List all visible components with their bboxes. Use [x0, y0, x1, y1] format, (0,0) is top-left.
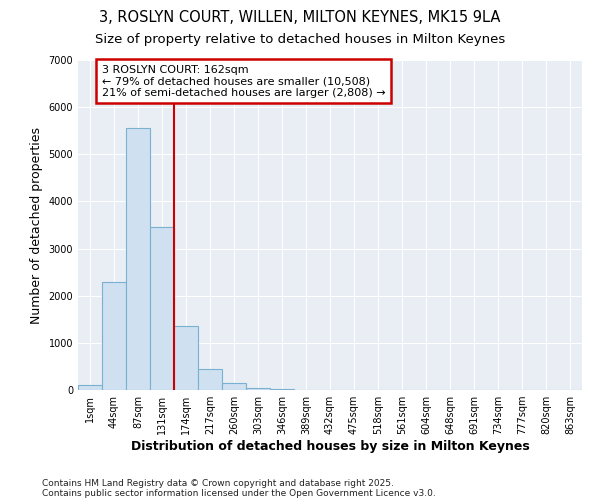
Bar [150, 228, 174, 390]
Bar [246, 388, 270, 390]
Y-axis label: Number of detached properties: Number of detached properties [30, 126, 43, 324]
Text: Contains HM Land Registry data © Crown copyright and database right 2025.: Contains HM Land Registry data © Crown c… [42, 478, 394, 488]
Text: Size of property relative to detached houses in Milton Keynes: Size of property relative to detached ho… [95, 32, 505, 46]
Bar [270, 389, 294, 390]
Text: Contains public sector information licensed under the Open Government Licence v3: Contains public sector information licen… [42, 488, 436, 498]
X-axis label: Distribution of detached houses by size in Milton Keynes: Distribution of detached houses by size … [131, 440, 529, 453]
Bar [102, 282, 126, 390]
Bar [174, 326, 198, 390]
Text: 3 ROSLYN COURT: 162sqm
← 79% of detached houses are smaller (10,508)
21% of semi: 3 ROSLYN COURT: 162sqm ← 79% of detached… [102, 64, 386, 98]
Bar [222, 383, 246, 390]
Bar [126, 128, 150, 390]
Bar [78, 386, 102, 390]
Text: 3, ROSLYN COURT, WILLEN, MILTON KEYNES, MK15 9LA: 3, ROSLYN COURT, WILLEN, MILTON KEYNES, … [100, 10, 500, 25]
Bar [198, 369, 222, 390]
